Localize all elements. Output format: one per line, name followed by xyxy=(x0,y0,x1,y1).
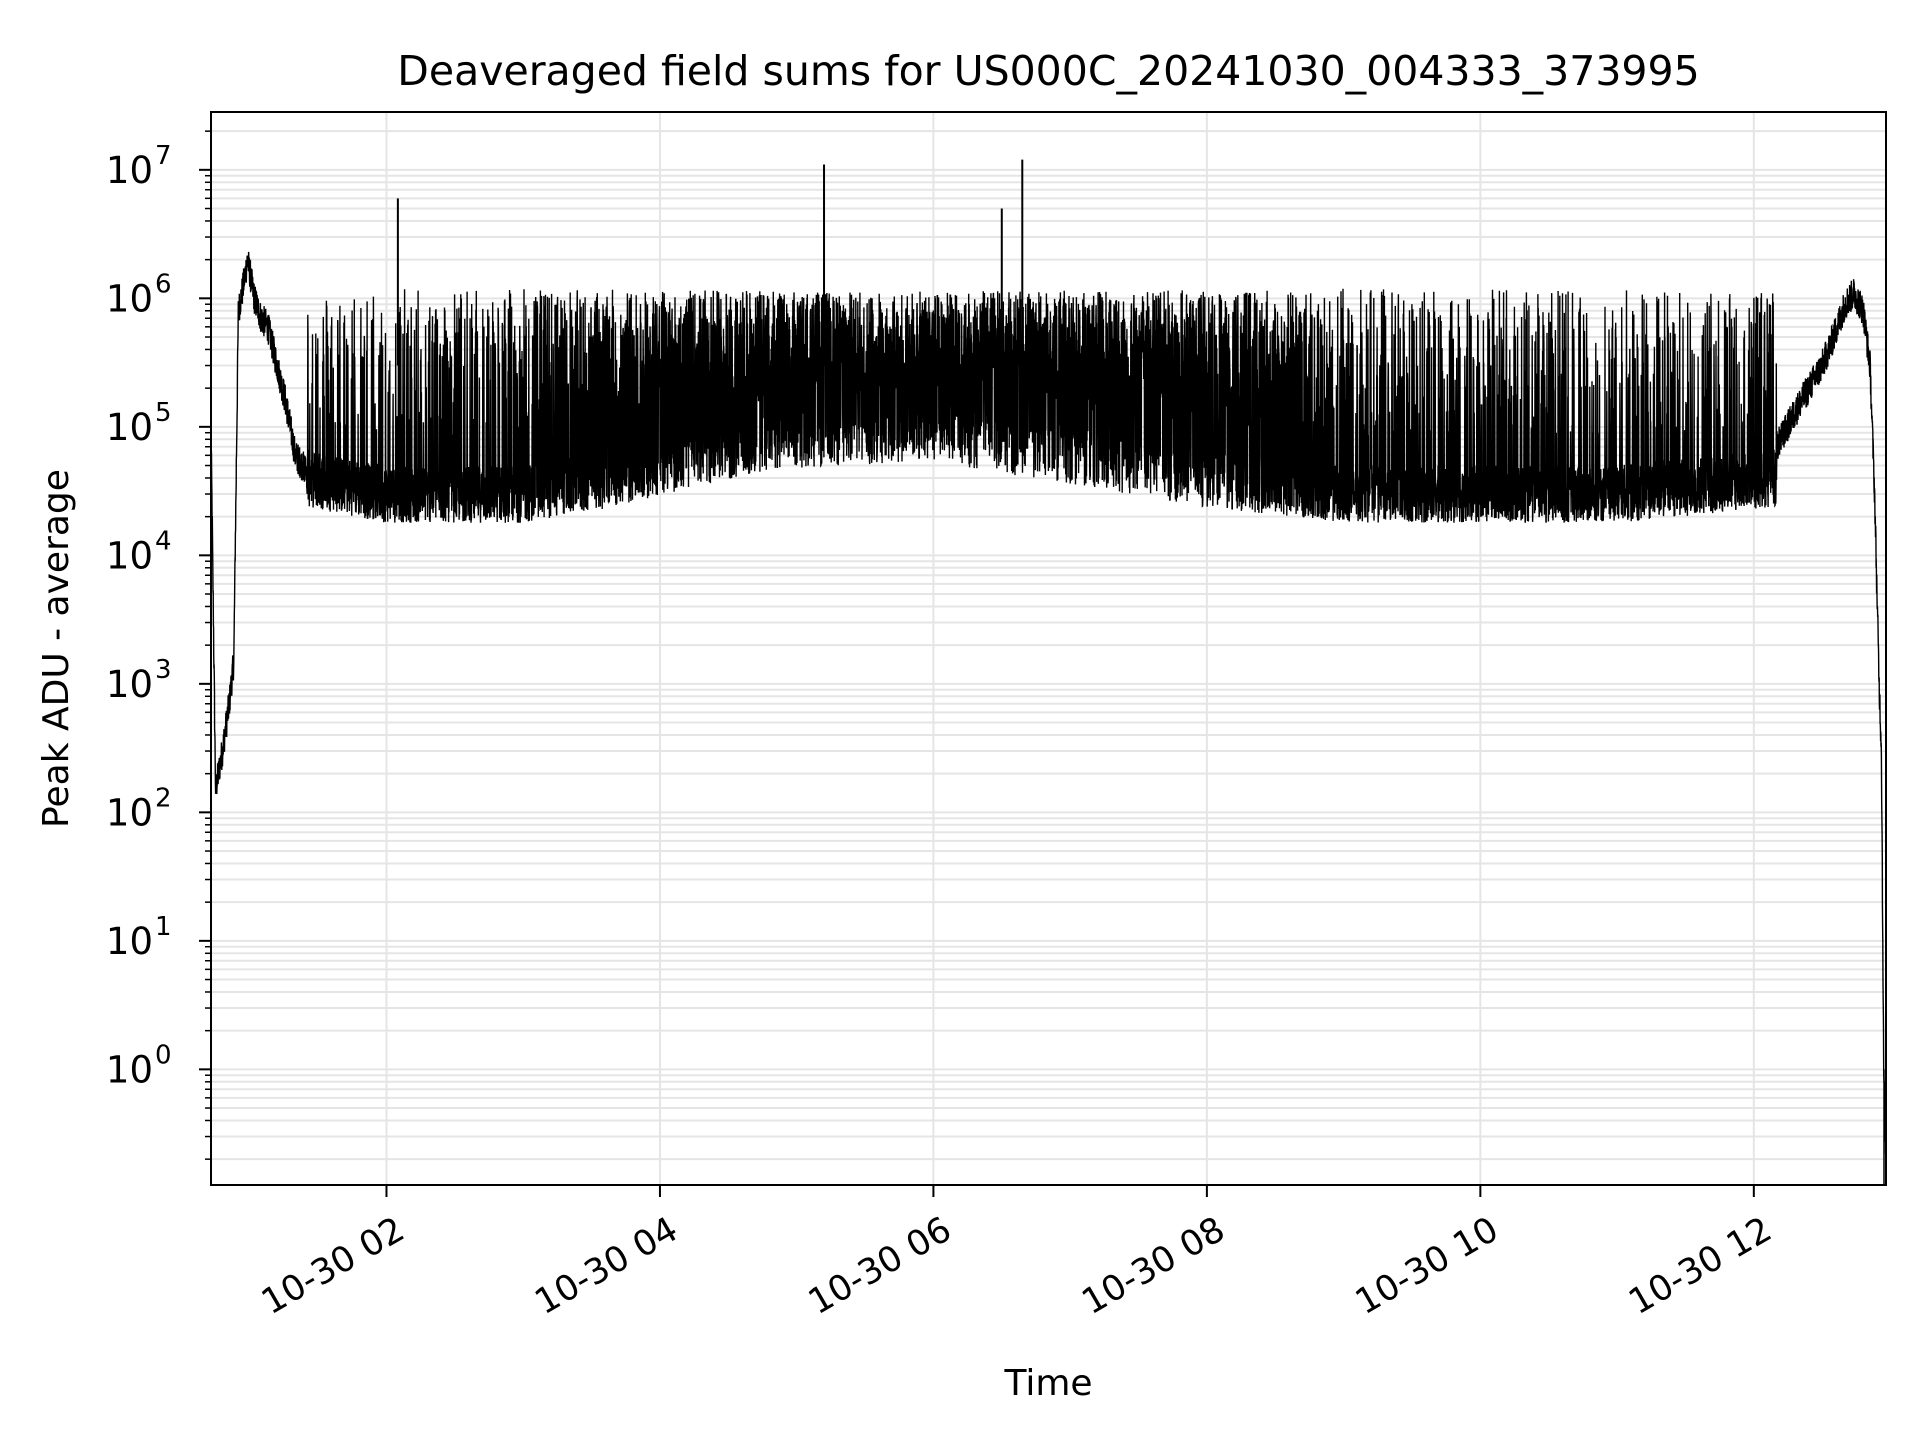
y-tick-label: 10 1 xyxy=(106,912,172,963)
y-tick-label: 10 2 xyxy=(106,783,172,834)
y-tick-base: 10 xyxy=(106,277,153,320)
y-tick-exponent: 2 xyxy=(155,783,172,813)
y-tick-base: 10 xyxy=(106,149,153,192)
y-tick-exponent: 0 xyxy=(155,1040,172,1070)
y-tick-label: 10 5 xyxy=(106,398,172,449)
chart-title: Deaveraged field sums for US000C_2024103… xyxy=(397,47,1699,95)
plot-area xyxy=(210,159,1887,1185)
x-axis-label: Time xyxy=(1003,1363,1092,1404)
axes-frame xyxy=(210,111,1887,1186)
y-axis-label: Peak ADU - average xyxy=(36,469,77,828)
y-tick-label: 10 3 xyxy=(106,655,172,706)
y-tick-base: 10 xyxy=(106,1048,153,1091)
y-tick-label: 10 0 xyxy=(106,1040,172,1091)
y-tick-base: 10 xyxy=(106,920,153,963)
y-tick-base: 10 xyxy=(106,534,153,577)
y-tick-label: 10 6 xyxy=(106,269,172,320)
y-tick-exponent: 3 xyxy=(155,655,172,685)
y-tick-exponent: 4 xyxy=(155,526,172,556)
y-tick-label: 10 4 xyxy=(106,526,172,577)
y-tick-base: 10 xyxy=(106,406,153,449)
data-series-line xyxy=(210,251,1887,1165)
y-tick-base: 10 xyxy=(106,791,153,834)
y-tick-exponent: 7 xyxy=(155,141,172,171)
y-tick-exponent: 6 xyxy=(155,269,172,299)
y-tick-exponent: 1 xyxy=(155,912,172,942)
y-tick-exponent: 5 xyxy=(155,398,172,428)
y-tick-base: 10 xyxy=(106,663,153,706)
y-tick-label: 10 7 xyxy=(106,141,172,192)
